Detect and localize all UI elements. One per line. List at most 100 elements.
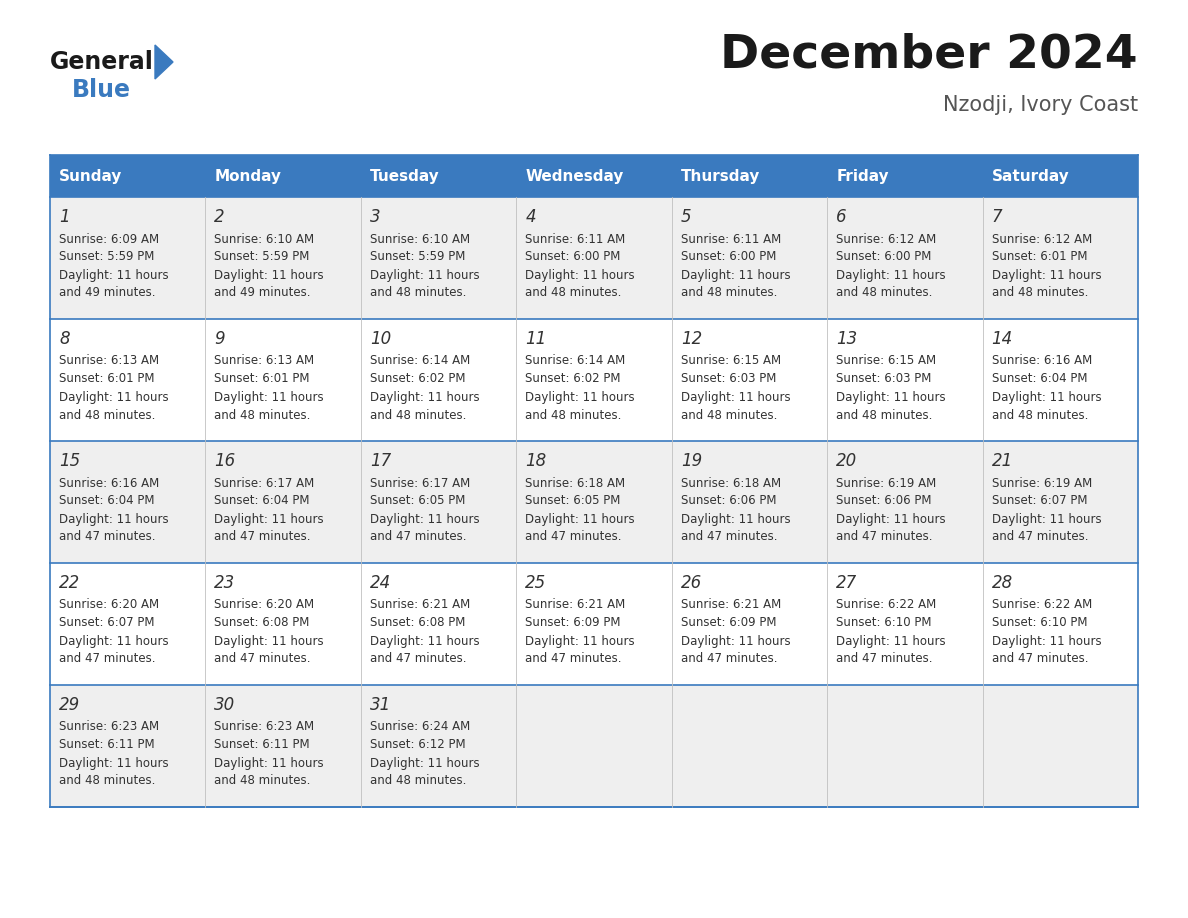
Text: Sunrise: 6:21 AM: Sunrise: 6:21 AM <box>525 599 626 611</box>
Text: Sunset: 6:01 PM: Sunset: 6:01 PM <box>59 373 154 386</box>
Text: Tuesday: Tuesday <box>369 169 440 184</box>
Text: Daylight: 11 hours: Daylight: 11 hours <box>59 634 169 647</box>
Text: Sunset: 6:04 PM: Sunset: 6:04 PM <box>214 495 310 508</box>
Text: and 48 minutes.: and 48 minutes. <box>992 409 1088 421</box>
Text: Sunrise: 6:14 AM: Sunrise: 6:14 AM <box>525 354 626 367</box>
Text: Daylight: 11 hours: Daylight: 11 hours <box>992 634 1101 647</box>
Text: Sunset: 6:05 PM: Sunset: 6:05 PM <box>369 495 466 508</box>
Text: 6: 6 <box>836 208 847 226</box>
Text: Daylight: 11 hours: Daylight: 11 hours <box>369 756 480 769</box>
Text: Daylight: 11 hours: Daylight: 11 hours <box>525 390 634 404</box>
Text: Daylight: 11 hours: Daylight: 11 hours <box>992 390 1101 404</box>
Text: 15: 15 <box>59 452 81 470</box>
Text: Sunset: 6:07 PM: Sunset: 6:07 PM <box>992 495 1087 508</box>
Bar <box>50 441 1138 563</box>
Text: Sunset: 6:07 PM: Sunset: 6:07 PM <box>59 617 154 630</box>
Text: Sunrise: 6:09 AM: Sunrise: 6:09 AM <box>59 232 159 245</box>
Text: Sunrise: 6:19 AM: Sunrise: 6:19 AM <box>836 476 936 489</box>
Text: 27: 27 <box>836 574 858 592</box>
Text: Sunrise: 6:11 AM: Sunrise: 6:11 AM <box>681 232 781 245</box>
Text: Sunset: 6:11 PM: Sunset: 6:11 PM <box>59 738 154 752</box>
Text: Sunday: Sunday <box>59 169 122 184</box>
Text: Blue: Blue <box>72 78 131 102</box>
Text: 1: 1 <box>59 208 70 226</box>
Bar <box>50 319 1138 441</box>
Text: General: General <box>50 50 154 74</box>
Text: 11: 11 <box>525 330 546 348</box>
Text: and 48 minutes.: and 48 minutes. <box>369 286 466 299</box>
Text: and 47 minutes.: and 47 minutes. <box>59 531 156 543</box>
Text: Daylight: 11 hours: Daylight: 11 hours <box>214 634 324 647</box>
Text: Daylight: 11 hours: Daylight: 11 hours <box>59 390 169 404</box>
Text: Daylight: 11 hours: Daylight: 11 hours <box>369 268 480 282</box>
Text: Sunset: 6:03 PM: Sunset: 6:03 PM <box>681 373 776 386</box>
Text: 25: 25 <box>525 574 546 592</box>
Text: Sunrise: 6:21 AM: Sunrise: 6:21 AM <box>369 599 470 611</box>
Text: 8: 8 <box>59 330 70 348</box>
Text: and 47 minutes.: and 47 minutes. <box>214 531 311 543</box>
Text: Sunset: 6:03 PM: Sunset: 6:03 PM <box>836 373 931 386</box>
Text: 14: 14 <box>992 330 1013 348</box>
Text: Sunset: 6:09 PM: Sunset: 6:09 PM <box>525 617 621 630</box>
Text: and 48 minutes.: and 48 minutes. <box>214 775 311 788</box>
Text: Sunset: 5:59 PM: Sunset: 5:59 PM <box>59 251 154 263</box>
Text: and 47 minutes.: and 47 minutes. <box>525 653 621 666</box>
Text: Sunrise: 6:21 AM: Sunrise: 6:21 AM <box>681 599 781 611</box>
Text: and 48 minutes.: and 48 minutes. <box>525 409 621 421</box>
Text: Daylight: 11 hours: Daylight: 11 hours <box>369 634 480 647</box>
Text: and 49 minutes.: and 49 minutes. <box>59 286 156 299</box>
Text: 2: 2 <box>214 208 225 226</box>
Text: Daylight: 11 hours: Daylight: 11 hours <box>214 512 324 525</box>
Text: 31: 31 <box>369 696 391 714</box>
Text: Daylight: 11 hours: Daylight: 11 hours <box>525 634 634 647</box>
Text: Nzodji, Ivory Coast: Nzodji, Ivory Coast <box>943 95 1138 115</box>
Text: Sunrise: 6:20 AM: Sunrise: 6:20 AM <box>214 599 315 611</box>
Text: Sunrise: 6:16 AM: Sunrise: 6:16 AM <box>59 476 159 489</box>
Text: and 47 minutes.: and 47 minutes. <box>369 531 467 543</box>
Text: Sunset: 6:12 PM: Sunset: 6:12 PM <box>369 738 466 752</box>
Text: Sunrise: 6:18 AM: Sunrise: 6:18 AM <box>681 476 781 489</box>
Text: Sunrise: 6:17 AM: Sunrise: 6:17 AM <box>214 476 315 489</box>
Text: Daylight: 11 hours: Daylight: 11 hours <box>681 634 790 647</box>
Text: and 47 minutes.: and 47 minutes. <box>992 531 1088 543</box>
Text: 13: 13 <box>836 330 858 348</box>
Text: Daylight: 11 hours: Daylight: 11 hours <box>59 268 169 282</box>
Text: Sunset: 6:05 PM: Sunset: 6:05 PM <box>525 495 620 508</box>
Text: and 47 minutes.: and 47 minutes. <box>214 653 311 666</box>
Text: and 47 minutes.: and 47 minutes. <box>681 531 777 543</box>
Text: Sunrise: 6:24 AM: Sunrise: 6:24 AM <box>369 721 470 733</box>
Text: 24: 24 <box>369 574 391 592</box>
Bar <box>50 685 1138 807</box>
Text: Daylight: 11 hours: Daylight: 11 hours <box>681 512 790 525</box>
Text: 3: 3 <box>369 208 380 226</box>
Text: 17: 17 <box>369 452 391 470</box>
Text: Daylight: 11 hours: Daylight: 11 hours <box>992 512 1101 525</box>
Text: Sunset: 6:01 PM: Sunset: 6:01 PM <box>214 373 310 386</box>
Text: Daylight: 11 hours: Daylight: 11 hours <box>836 634 946 647</box>
Text: 21: 21 <box>992 452 1013 470</box>
Text: Daylight: 11 hours: Daylight: 11 hours <box>214 390 324 404</box>
Text: Daylight: 11 hours: Daylight: 11 hours <box>681 268 790 282</box>
Text: Sunset: 6:08 PM: Sunset: 6:08 PM <box>214 617 310 630</box>
Text: Sunset: 6:01 PM: Sunset: 6:01 PM <box>992 251 1087 263</box>
Text: Sunset: 5:59 PM: Sunset: 5:59 PM <box>369 251 466 263</box>
Text: and 47 minutes.: and 47 minutes. <box>992 653 1088 666</box>
Text: and 48 minutes.: and 48 minutes. <box>59 775 156 788</box>
Text: and 47 minutes.: and 47 minutes. <box>59 653 156 666</box>
Text: 12: 12 <box>681 330 702 348</box>
Text: 18: 18 <box>525 452 546 470</box>
Text: 19: 19 <box>681 452 702 470</box>
Text: Sunrise: 6:15 AM: Sunrise: 6:15 AM <box>836 354 936 367</box>
Text: Sunrise: 6:13 AM: Sunrise: 6:13 AM <box>214 354 315 367</box>
Bar <box>50 155 1138 197</box>
Text: and 47 minutes.: and 47 minutes. <box>369 653 467 666</box>
Text: Sunrise: 6:16 AM: Sunrise: 6:16 AM <box>992 354 1092 367</box>
Text: and 49 minutes.: and 49 minutes. <box>214 286 311 299</box>
Text: 20: 20 <box>836 452 858 470</box>
Text: Daylight: 11 hours: Daylight: 11 hours <box>836 268 946 282</box>
Text: Daylight: 11 hours: Daylight: 11 hours <box>525 268 634 282</box>
Text: Sunrise: 6:19 AM: Sunrise: 6:19 AM <box>992 476 1092 489</box>
Text: 7: 7 <box>992 208 1003 226</box>
Text: Daylight: 11 hours: Daylight: 11 hours <box>214 268 324 282</box>
Text: Sunset: 6:04 PM: Sunset: 6:04 PM <box>59 495 154 508</box>
